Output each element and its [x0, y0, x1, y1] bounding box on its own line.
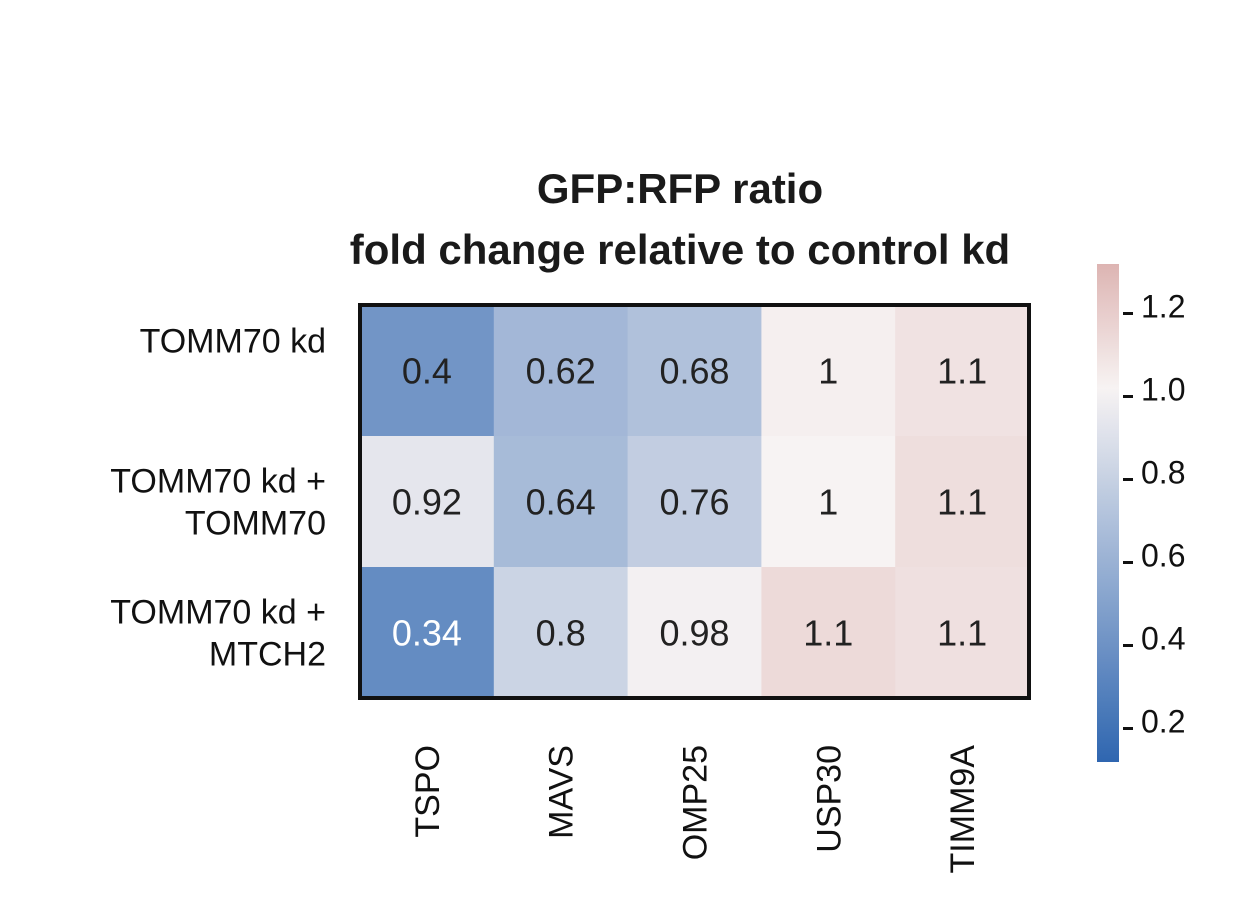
- row-label: TOMM70: [185, 505, 326, 543]
- heatmap-cell: [493, 567, 629, 699]
- heatmap-cell: [627, 567, 762, 699]
- heatmap-cell: [761, 567, 896, 699]
- heatmap-cell-value: 0.68: [659, 351, 729, 392]
- heatmap-cell: [895, 567, 1030, 699]
- heatmap-cell-value: 1.1: [937, 613, 987, 654]
- row-label: TOMM70 kd +: [110, 463, 326, 501]
- heatmap-cell: [627, 305, 762, 437]
- heatmap-cells: [360, 305, 1030, 699]
- colorbar-tick-label: 0.2: [1141, 704, 1185, 740]
- row-label: TOMM70 kd: [140, 323, 326, 361]
- heatmap-cell-value: 1.1: [937, 351, 987, 392]
- heatmap-cell-value: 0.34: [392, 613, 462, 654]
- colorbar-tick-label: 0.4: [1141, 621, 1185, 657]
- heatmap-cell: [895, 305, 1030, 437]
- colorbar-ticks: 0.2 0.4 0.6 0.8 1.0 1.2: [1123, 289, 1185, 740]
- heatmap-frame: [358, 303, 1031, 700]
- row-label: TOMM70 kd +: [110, 594, 326, 632]
- heatmap-cell: [360, 567, 495, 699]
- colorbar-tick-label: 0.6: [1141, 538, 1185, 574]
- heatmap-cell: [627, 436, 762, 568]
- colorbar-tick-label: 1.0: [1141, 372, 1185, 408]
- heatmap-cell: [360, 305, 495, 437]
- heatmap-cell-labels: 0.4 0.62 0.68 1 1.1 0.92 0.64 0.76 1 1.1 0.34 0.8 0.…: [392, 351, 987, 654]
- chart-title-line-1: GFP:RFP ratio: [537, 165, 823, 212]
- heatmap-cell-value: 0.4: [402, 351, 452, 392]
- heatmap-cell-value: 1: [818, 351, 838, 392]
- heatmap-cell-value: 1.1: [937, 482, 987, 523]
- heatmap-cell: [493, 436, 629, 568]
- column-label: TIMM9A: [944, 745, 982, 874]
- heatmap-cell-value: 0.76: [659, 482, 729, 523]
- heatmap-cell-value: 0.64: [526, 482, 596, 523]
- colorbar-tick-label: 1.2: [1141, 289, 1185, 325]
- colorbar-tick-label: 0.8: [1141, 455, 1185, 491]
- row-labels: TOMM70 kd TOMM70 kd + TOMM70 TOMM70 kd + MTC…: [110, 323, 326, 674]
- column-label: TSPO: [409, 745, 447, 838]
- heatmap-cell-value: 0.98: [659, 613, 729, 654]
- column-label: MAVS: [543, 745, 581, 839]
- colorbar: [1097, 264, 1119, 762]
- heatmap-cell: [895, 436, 1030, 568]
- heatmap-cell: [761, 436, 896, 568]
- heatmap-cell-value: 0.8: [536, 613, 586, 654]
- chart-title-line-2: fold change relative to control kd: [350, 226, 1010, 273]
- heatmap-cell-value: 1: [818, 482, 838, 523]
- column-labels: TSPO MAVS OMP25 USP30 TIMM9A: [409, 745, 982, 874]
- heatmap-cell: [493, 305, 629, 437]
- heatmap-cell: [761, 305, 896, 437]
- heatmap-cell-value: 0.92: [392, 482, 462, 523]
- heatmap-cell-value: 0.62: [526, 351, 596, 392]
- column-label: USP30: [810, 745, 848, 853]
- heatmap-cell: [360, 436, 495, 568]
- heatmap-cell-value: 1.1: [803, 613, 853, 654]
- column-label: OMP25: [677, 745, 715, 860]
- row-label: MTCH2: [209, 636, 326, 674]
